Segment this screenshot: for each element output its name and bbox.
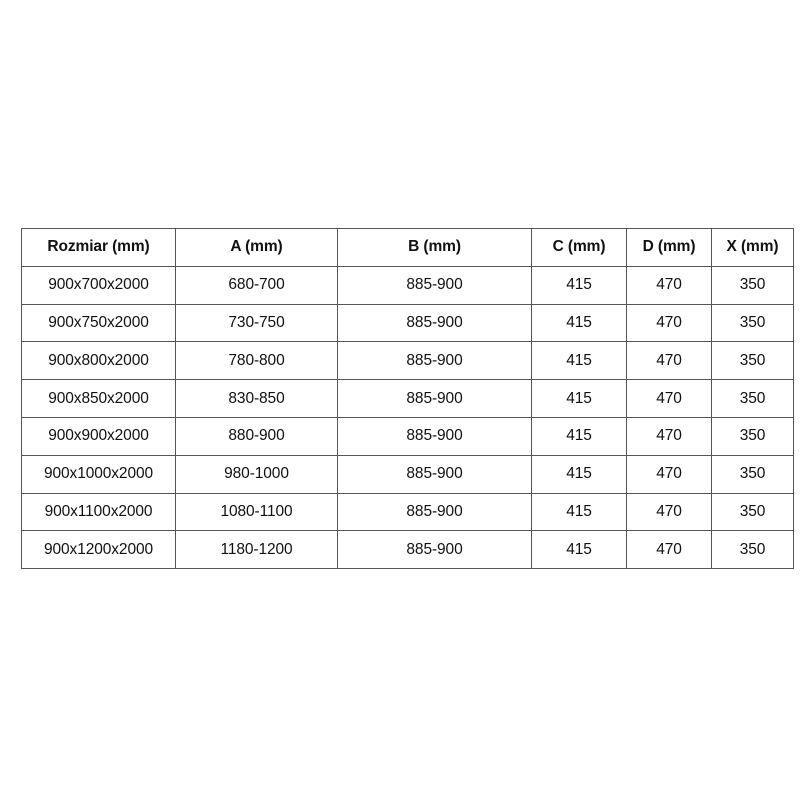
cell-x: 350 bbox=[711, 492, 794, 532]
cell-a: 830-850 bbox=[175, 379, 338, 418]
cell-size: 900x700x2000 bbox=[21, 265, 176, 305]
cell-c: 415 bbox=[531, 530, 627, 570]
cell-x: 350 bbox=[711, 454, 794, 494]
cell-a: 880-900 bbox=[175, 416, 338, 456]
cell-a: 730-750 bbox=[175, 303, 338, 343]
cell-b: 885-900 bbox=[337, 492, 532, 532]
cell-c: 415 bbox=[531, 265, 627, 305]
cell-c: 415 bbox=[531, 416, 627, 456]
cell-b: 885-900 bbox=[337, 530, 532, 570]
cell-size: 900x900x2000 bbox=[21, 416, 176, 456]
cell-size: 900x800x2000 bbox=[21, 341, 176, 381]
cell-a: 1180-1200 bbox=[175, 530, 338, 570]
cell-size: 900x750x2000 bbox=[21, 303, 176, 343]
table-header-row: Rozmiar (mm) A (mm) B (mm) C (mm) D (mm)… bbox=[21, 228, 794, 267]
column-header-a: A (mm) bbox=[175, 228, 338, 267]
cell-b: 885-900 bbox=[337, 303, 532, 343]
table-row: 900x900x2000 880-900 885-900 415 470 350 bbox=[21, 416, 794, 456]
spec-table-container: Rozmiar (mm) A (mm) B (mm) C (mm) D (mm)… bbox=[21, 228, 794, 570]
cell-a: 980-1000 bbox=[175, 454, 338, 494]
cell-d: 470 bbox=[626, 341, 712, 381]
cell-size: 900x1100x2000 bbox=[21, 492, 176, 532]
cell-c: 415 bbox=[531, 303, 627, 343]
cell-b: 885-900 bbox=[337, 341, 532, 381]
table-row: 900x1200x2000 1180-1200 885-900 415 470 350 bbox=[21, 530, 794, 570]
cell-d: 470 bbox=[626, 303, 712, 343]
cell-size: 900x1200x2000 bbox=[21, 530, 176, 570]
dimensions-table: Rozmiar (mm) A (mm) B (mm) C (mm) D (mm)… bbox=[21, 228, 794, 570]
table-row: 900x1100x2000 1080-1100 885-900 415 470 350 bbox=[21, 492, 794, 532]
cell-c: 415 bbox=[531, 492, 627, 532]
cell-x: 350 bbox=[711, 303, 794, 343]
column-header-b: B (mm) bbox=[337, 228, 532, 267]
cell-x: 350 bbox=[711, 379, 794, 418]
table-row: 900x700x2000 680-700 885-900 415 470 350 bbox=[21, 265, 794, 305]
cell-a: 1080-1100 bbox=[175, 492, 338, 532]
cell-a: 780-800 bbox=[175, 341, 338, 381]
cell-d: 470 bbox=[626, 454, 712, 494]
column-header-c: C (mm) bbox=[531, 228, 627, 267]
cell-d: 470 bbox=[626, 416, 712, 456]
table-row: 900x800x2000 780-800 885-900 415 470 350 bbox=[21, 341, 794, 381]
cell-size: 900x850x2000 bbox=[21, 379, 176, 418]
cell-c: 415 bbox=[531, 379, 627, 418]
table-row: 900x1000x2000 980-1000 885-900 415 470 350 bbox=[21, 454, 794, 494]
table-header: Rozmiar (mm) A (mm) B (mm) C (mm) D (mm)… bbox=[21, 228, 794, 267]
cell-b: 885-900 bbox=[337, 265, 532, 305]
cell-x: 350 bbox=[711, 341, 794, 381]
cell-c: 415 bbox=[531, 454, 627, 494]
cell-x: 350 bbox=[711, 265, 794, 305]
column-header-d: D (mm) bbox=[626, 228, 712, 267]
cell-a: 680-700 bbox=[175, 265, 338, 305]
cell-c: 415 bbox=[531, 341, 627, 381]
cell-d: 470 bbox=[626, 492, 712, 532]
table-row: 900x850x2000 830-850 885-900 415 470 350 bbox=[21, 379, 794, 418]
cell-d: 470 bbox=[626, 265, 712, 305]
cell-b: 885-900 bbox=[337, 379, 532, 418]
cell-d: 470 bbox=[626, 530, 712, 570]
column-header-size: Rozmiar (mm) bbox=[21, 228, 176, 267]
table-row: 900x750x2000 730-750 885-900 415 470 350 bbox=[21, 303, 794, 343]
table-body: 900x700x2000 680-700 885-900 415 470 350 900x7… bbox=[21, 265, 794, 570]
cell-size: 900x1000x2000 bbox=[21, 454, 176, 494]
column-header-x: X (mm) bbox=[711, 228, 794, 267]
cell-x: 350 bbox=[711, 416, 794, 456]
cell-d: 470 bbox=[626, 379, 712, 418]
cell-b: 885-900 bbox=[337, 454, 532, 494]
cell-x: 350 bbox=[711, 530, 794, 570]
cell-b: 885-900 bbox=[337, 416, 532, 456]
